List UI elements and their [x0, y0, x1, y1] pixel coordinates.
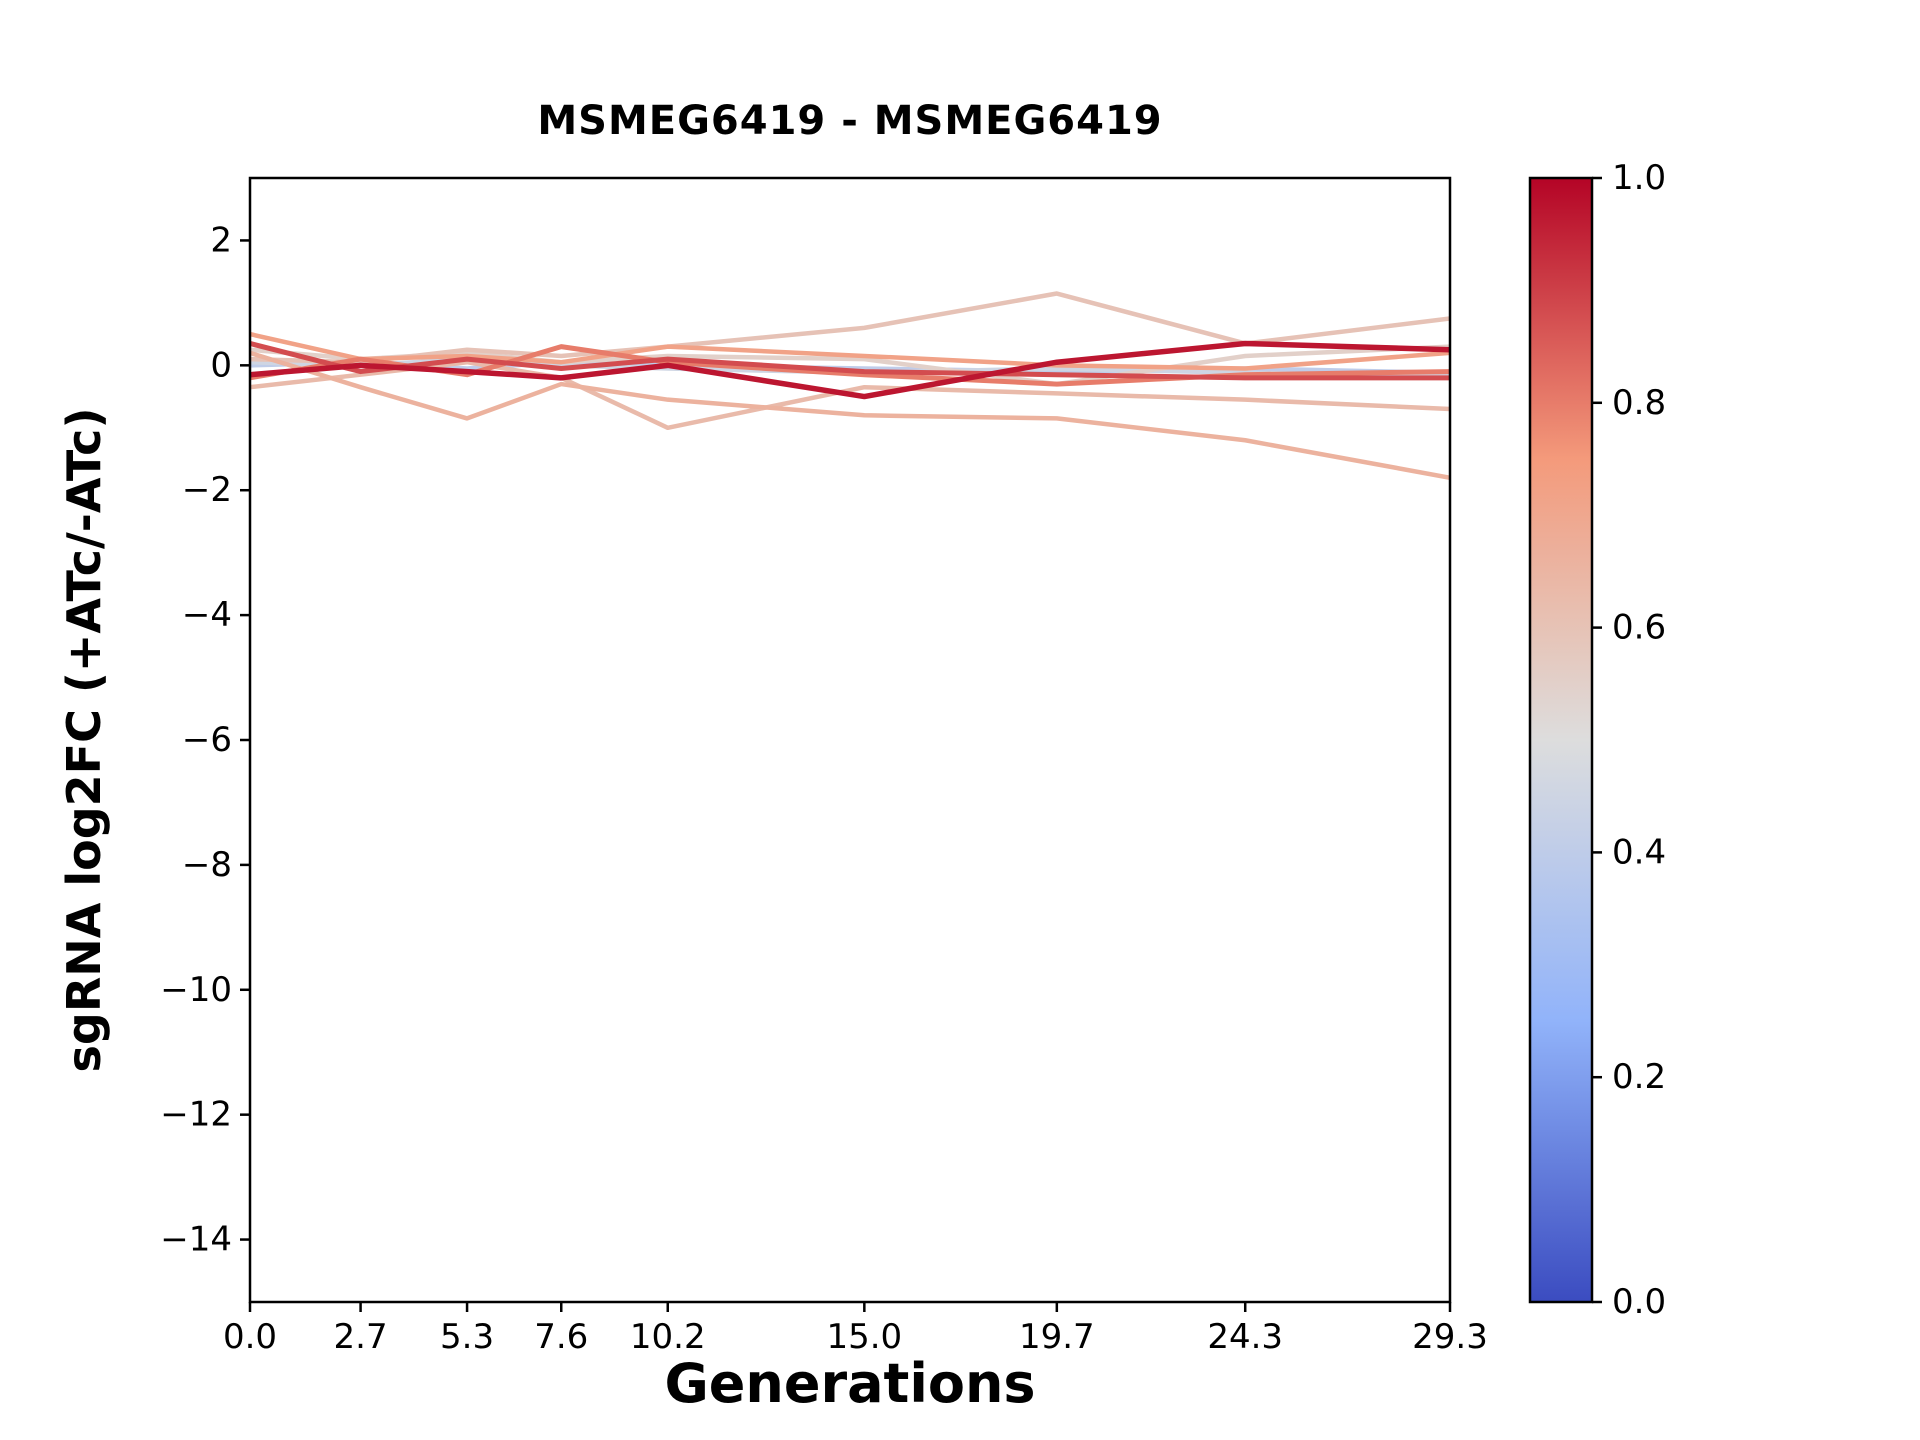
colorbar-tick-label: 0.6 — [1612, 608, 1666, 648]
y-axis-ticks: 2 0 −2 −4 −6 −8 −10 −12 −14 — [160, 220, 250, 1260]
colorbar-tick-label: 1.0 — [1612, 158, 1666, 198]
y-tick-label: −12 — [160, 1095, 232, 1135]
colorbar-tick-label: 0.0 — [1612, 1282, 1666, 1322]
y-tick-label: −10 — [160, 970, 232, 1010]
colorbar: 1.0 0.8 0.6 0.4 0.2 0.0 — [1528, 158, 1666, 1322]
y-axis-label: sgRNA log2FC (+ATc/-ATc) — [57, 407, 111, 1073]
sgRNA-line-6 — [250, 350, 1450, 480]
x-tick-label: 0.0 — [223, 1317, 277, 1357]
y-tick-label: −2 — [182, 470, 232, 510]
sgRNA-line-7 — [250, 331, 1450, 371]
x-tick-label: 2.7 — [334, 1317, 388, 1357]
y-tick-label: −6 — [182, 720, 232, 760]
x-tick-label: 10.2 — [630, 1317, 706, 1357]
x-tick-label: 29.3 — [1412, 1317, 1488, 1357]
colorbar-gradient — [1528, 176, 1594, 1304]
x-tick-label: 15.0 — [826, 1317, 902, 1357]
data-series-group — [250, 291, 1450, 480]
y-tick-label: −8 — [182, 845, 232, 885]
colorbar-tick-label: 0.2 — [1612, 1057, 1666, 1097]
colorbar-tick-label: 0.4 — [1612, 832, 1666, 872]
colorbar-tick-label: 0.8 — [1612, 383, 1666, 423]
x-axis-label: Generations — [664, 1352, 1036, 1415]
x-tick-label: 24.3 — [1207, 1317, 1283, 1357]
y-tick-label: 2 — [210, 220, 232, 260]
y-tick-label: −14 — [160, 1220, 232, 1260]
sgRNA-line-5 — [250, 359, 1450, 431]
x-tick-label: 19.7 — [1019, 1317, 1095, 1357]
y-tick-label: 0 — [210, 345, 232, 385]
sgRNA-line-4 — [250, 291, 1450, 365]
x-tick-label: 7.6 — [534, 1317, 588, 1357]
sgRNA-line-10 — [250, 340, 1450, 400]
chart-title: MSMEG6419 - MSMEG6419 — [537, 98, 1163, 144]
x-tick-label: 5.3 — [440, 1317, 494, 1357]
x-axis-ticks: 0.0 2.7 5.3 7.6 10.2 15.0 19.7 24.3 29.3 — [223, 1302, 1488, 1357]
y-tick-label: −4 — [182, 595, 232, 635]
